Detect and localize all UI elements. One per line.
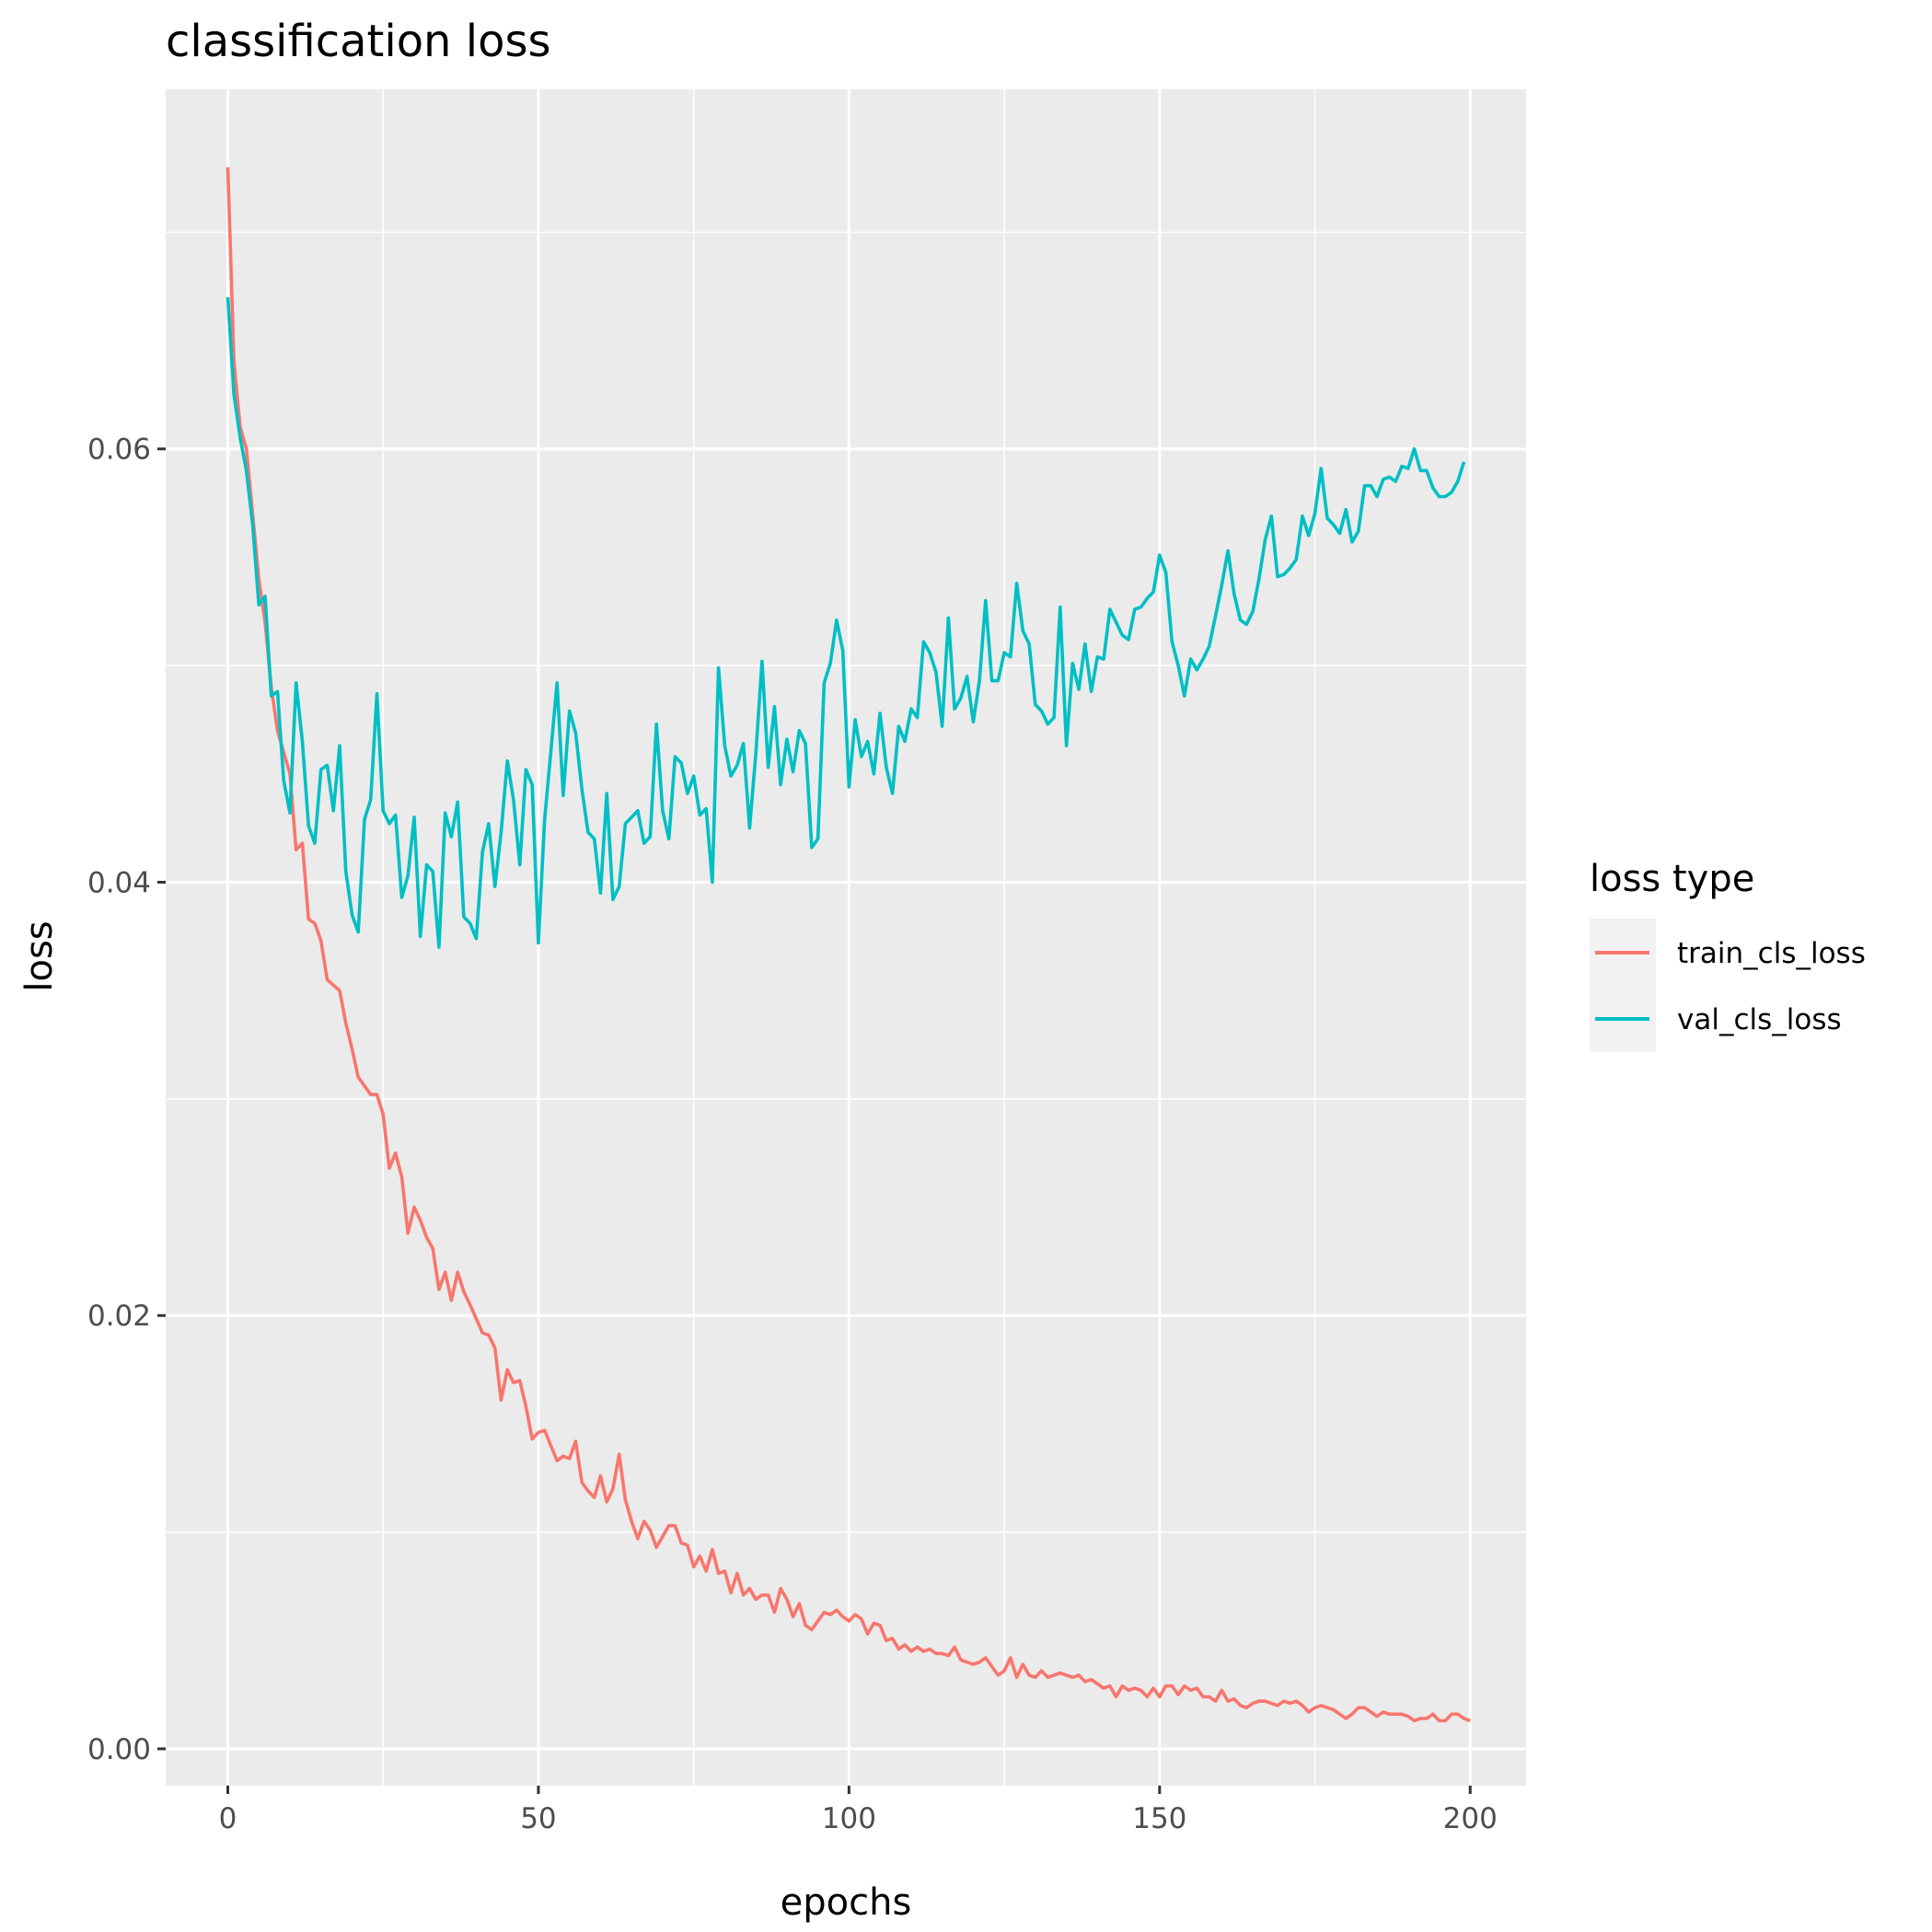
- plot-panel: [166, 89, 1526, 1786]
- y-tick-label: 0.04: [87, 866, 151, 899]
- x-tick-label: 150: [1132, 1802, 1186, 1835]
- y-tick-label: 0.02: [87, 1300, 151, 1333]
- y-tick-label: 0.00: [87, 1733, 151, 1766]
- legend-label-train-cls-loss: train_cls_loss: [1677, 937, 1866, 970]
- series-layer: [226, 167, 1471, 1723]
- series-line-val-cls-loss: [226, 296, 1466, 949]
- y-tick-label: 0.06: [87, 434, 151, 467]
- y-axis-title: loss: [18, 920, 61, 991]
- legend-label-val-cls-loss: val_cls_loss: [1677, 1003, 1842, 1036]
- legend-title: loss type: [1590, 858, 1754, 900]
- x-axis-title: epochs: [781, 1881, 912, 1924]
- x-tick-label: 200: [1443, 1802, 1498, 1835]
- minor-gridlines: [166, 89, 1526, 1786]
- x-tick-label: 0: [219, 1802, 237, 1835]
- x-axis: 0 50 100 150 200: [219, 1786, 1498, 1835]
- x-tick-label: 100: [822, 1802, 876, 1835]
- y-axis: 0.00 0.02 0.04 0.06: [87, 434, 166, 1766]
- chart-title: classification loss: [166, 16, 550, 67]
- series-line-train-cls-loss: [226, 167, 1471, 1723]
- legend-key-box: [1590, 919, 1656, 1052]
- legend: loss type train_cls_loss val_cls_loss: [1590, 858, 1866, 1052]
- x-tick-label: 50: [520, 1802, 556, 1835]
